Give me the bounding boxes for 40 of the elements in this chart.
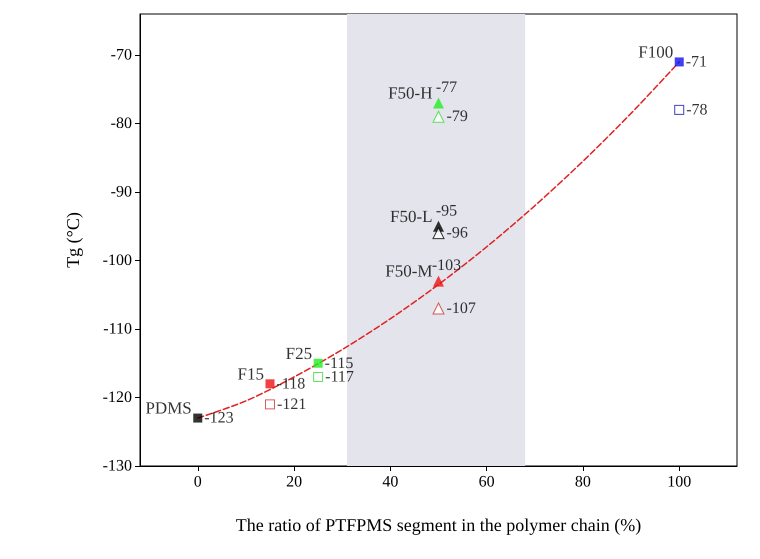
y-tick-label: -130 xyxy=(102,458,132,474)
data-label: -79 xyxy=(446,108,468,126)
data-label: -121 xyxy=(276,396,306,413)
x-tick-label: 60 xyxy=(478,474,495,490)
y-axis-title: Tg (°C) xyxy=(63,212,83,268)
x-tick-label: 100 xyxy=(667,474,692,490)
y-tick-label: -110 xyxy=(103,320,132,338)
data-label: -103 xyxy=(432,257,462,274)
data-label: -107 xyxy=(446,300,476,317)
data-label: -118 xyxy=(276,375,306,392)
y-tick-label: -70 xyxy=(110,46,132,64)
x-tick-label: 80 xyxy=(574,474,591,490)
y-tick-label: -120 xyxy=(102,389,132,406)
annotation: F25 xyxy=(286,344,312,363)
annotation: F15 xyxy=(238,364,264,384)
annotation: PDMS xyxy=(145,398,192,418)
point xyxy=(674,57,684,66)
annotation: F100 xyxy=(638,42,674,62)
point xyxy=(264,399,275,410)
annotation: F50-M xyxy=(385,262,432,281)
data-label: -95 xyxy=(436,202,458,220)
y-tick-label: -80 xyxy=(110,115,132,132)
annotation: F50-L xyxy=(390,206,432,226)
data-label: -77 xyxy=(436,79,458,96)
data-label: -96 xyxy=(446,224,468,242)
point xyxy=(674,104,684,115)
data-label: -71 xyxy=(686,53,708,70)
x-tick-label: 40 xyxy=(382,474,398,490)
data-label: -78 xyxy=(686,101,708,118)
point xyxy=(432,227,444,240)
point xyxy=(313,372,324,382)
annotation: F50-H xyxy=(388,84,432,103)
x-axis-title: The ratio of PTFPMS segment in the polymer chain (%) xyxy=(236,515,642,535)
y-tick-label: -100 xyxy=(102,252,132,270)
point xyxy=(432,110,444,123)
y-tick-label: -90 xyxy=(110,184,132,201)
x-tick-label: 0 xyxy=(194,474,202,490)
point xyxy=(432,302,444,314)
x-tick-label: 20 xyxy=(286,474,302,490)
data-label: -123 xyxy=(204,410,234,427)
